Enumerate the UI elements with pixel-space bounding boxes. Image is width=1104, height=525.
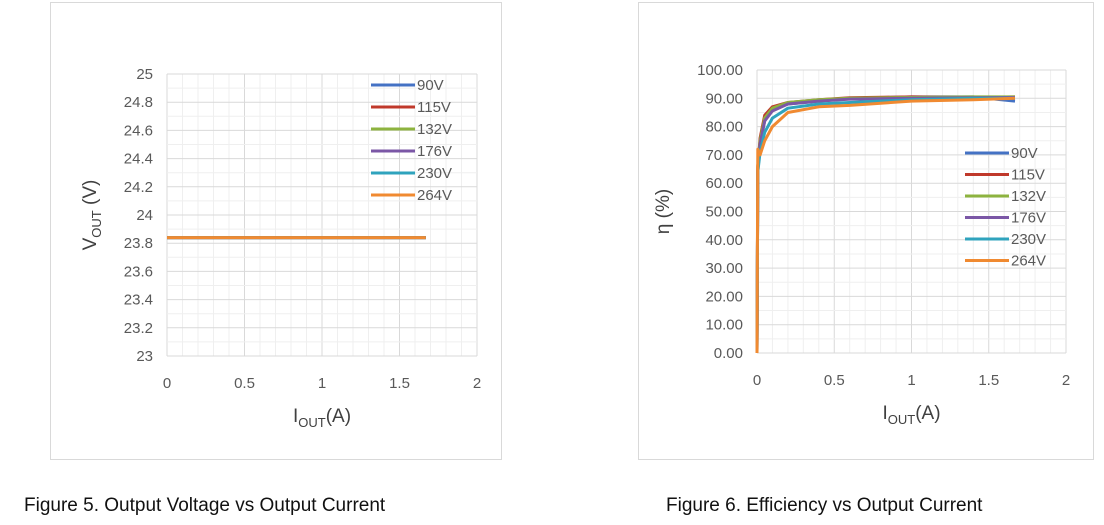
series-line-132v [755,95,1015,354]
efficiency-chart: 0.00 10.00 20.00 30.00 40.00 50.00 60.00 70.00 8… [653,62,1070,427]
y-axis-title-main: V [80,237,101,250]
y-tick-label: 80.00 [705,119,743,136]
x-axis-title-subscript: OUT [888,412,916,427]
chart-panel-efficiency: 0.00 10.00 20.00 30.00 40.00 50.00 60.00 70.00 8… [638,2,1094,460]
grid [756,69,1067,354]
y-axis-title-main: η (%) [653,189,674,234]
y-tick-label: 20.00 [705,288,743,305]
x-tick-label: 0 [753,372,761,389]
legend-label: 176V [1011,210,1046,227]
x-tick-label: 1.5 [978,372,999,389]
y-tick-label: 24.2 [124,179,153,196]
x-tick-label: 2 [1062,372,1070,389]
y-tick-label: 23.4 [124,292,153,309]
legend-label: 230V [1011,231,1046,248]
y-tick-label: 10.00 [705,317,743,334]
output-voltage-chart: 23 23.2 23.4 23.6 23.8 24 24.2 24.4 24.6 24.8 25 0 0… [80,66,481,430]
figure-6-caption: Figure 6. Efficiency vs Output Current [666,495,983,516]
grid [166,73,478,357]
series-line-90v [755,95,1016,354]
x-tick-label: 1.5 [389,375,410,392]
series-line-264v [755,96,1016,354]
y-axis-title: η (%) [653,189,674,234]
y-tick-label: 0.00 [714,345,743,362]
legend-label: 132V [417,121,452,138]
y-tick-label: 60.00 [705,175,743,192]
x-axis-title: IOUT(A) [882,403,940,427]
x-tick-label: 0 [163,375,171,392]
series-line-115v [755,95,1016,354]
y-tick-label: 23.2 [124,320,153,337]
x-axis-title-suffix: (A) [326,406,351,427]
x-axis-title-suffix: (A) [915,403,940,424]
y-tick-label: 25 [136,66,153,83]
y-tick-label: 24.6 [124,122,153,139]
y-axis-title-subscript: OUT [89,210,104,238]
x-tick-label: 0.5 [824,372,845,389]
x-tick-label: 1 [907,372,915,389]
y-axis-title: VOUT (V) [80,180,104,251]
y-tick-label: 24.4 [124,151,153,168]
y-tick-label: 30.00 [705,260,743,277]
legend-label: 132V [1011,188,1046,205]
y-tick-label: 100.00 [697,62,743,79]
y-tick-label: 23.6 [124,263,153,280]
legend-label: 90V [417,77,444,94]
y-tick-label: 23 [136,348,153,365]
x-axis-title-main: I [882,403,887,424]
legend-label: 264V [417,187,452,204]
x-tick-label: 1 [318,375,326,392]
y-tick-label: 23.8 [124,235,153,252]
legend-label: 264V [1011,253,1046,270]
legend-label: 90V [1011,145,1038,162]
x-tick-label: 2 [473,375,481,392]
chart-panel-output-voltage: 23 23.2 23.4 23.6 23.8 24 24.2 24.4 24.6 24.8 25 0 0… [50,2,502,460]
x-axis-title-main: I [293,406,298,427]
x-axis-title-subscript: OUT [298,415,326,430]
y-tick-label: 24 [136,207,153,224]
figure-5-caption: Figure 5. Output Voltage vs Output Curre… [24,495,386,516]
y-axis-title-suffix: (V) [80,180,101,211]
y-tick-label: 50.00 [705,204,743,221]
legend-label: 230V [417,165,452,182]
y-tick-label: 70.00 [705,147,743,164]
y-tick-label: 90.00 [705,90,743,107]
x-axis-title: IOUT(A) [293,406,351,430]
legend-label: 176V [417,143,452,160]
legend-label: 115V [1011,167,1045,184]
x-tick-label: 0.5 [234,375,255,392]
y-tick-label: 24.8 [124,94,153,111]
y-tick-label: 40.00 [705,232,743,249]
legend-label: 115V [417,99,451,116]
